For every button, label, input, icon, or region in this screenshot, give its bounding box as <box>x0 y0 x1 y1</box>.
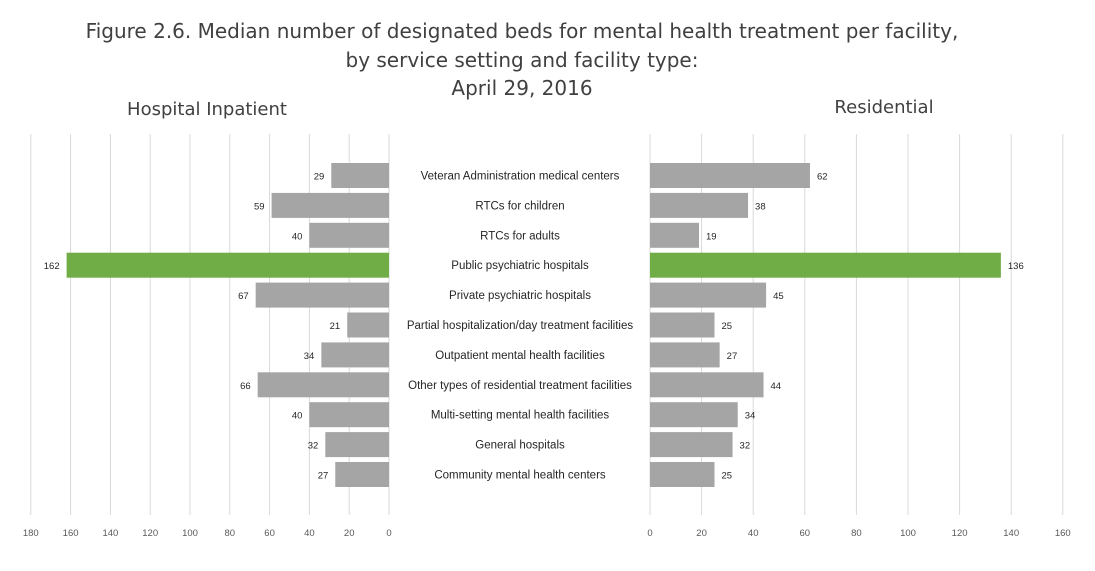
category-label: Multi-setting mental health facilities <box>431 410 610 422</box>
chart-title-line-2: by service setting and facility type: <box>346 48 699 72</box>
left-bar <box>325 432 389 458</box>
left-data-label: 21 <box>330 321 341 332</box>
right-bar <box>650 312 715 338</box>
chart-title-line-3: April 29, 2016 <box>451 76 592 100</box>
right-bar <box>650 432 733 458</box>
category-label: RTCs for children <box>475 200 564 212</box>
left-tick-label: 40 <box>304 528 315 539</box>
right-data-label: 62 <box>817 172 828 183</box>
right-data-label: 45 <box>773 291 784 302</box>
right-tick-label: 160 <box>1055 528 1071 539</box>
left-data-label: 59 <box>254 201 265 212</box>
left-tick-label: 0 <box>386 528 391 539</box>
left-data-label: 40 <box>292 231 303 242</box>
right-data-label: 136 <box>1008 261 1024 272</box>
left-data-label: 34 <box>304 351 315 362</box>
category-label: Private psychiatric hospitals <box>449 290 591 302</box>
category-label: Community mental health centers <box>434 470 606 482</box>
category-label: Public psychiatric hospitals <box>451 260 589 272</box>
left-tick-label: 20 <box>344 528 355 539</box>
right-data-label: 25 <box>722 471 733 482</box>
left-tick-label: 180 <box>23 528 39 539</box>
right-data-label: 27 <box>727 351 738 362</box>
right-bar <box>650 163 810 188</box>
category-labels: Veteran Administration medical centers RT… <box>407 171 634 482</box>
chart-title-line-1: Figure 2.6. Median number of designated … <box>86 19 959 43</box>
right-tick-label: 0 <box>647 528 652 539</box>
right-tick-label: 40 <box>748 528 759 539</box>
left-bars <box>66 163 390 487</box>
right-data-label: 32 <box>740 441 751 452</box>
left-bar <box>257 372 389 398</box>
left-bar <box>347 312 389 338</box>
left-data-label: 29 <box>314 172 325 183</box>
right-data-label: 25 <box>722 321 733 332</box>
right-data-label: 19 <box>706 231 717 242</box>
category-label: General hospitals <box>475 440 565 452</box>
left-data-label: 67 <box>238 291 249 302</box>
left-tick-label: 160 <box>63 528 79 539</box>
left-tick-label: 100 <box>182 528 198 539</box>
right-bar <box>650 252 1001 278</box>
left-axis-ticks: 180 160 140 120 100 80 60 40 20 0 <box>23 528 392 539</box>
right-bar <box>650 192 749 218</box>
right-data-label: 34 <box>745 411 756 422</box>
right-tick-label: 140 <box>1003 528 1019 539</box>
left-bar <box>309 222 389 248</box>
category-label: Outpatient mental health facilities <box>435 350 605 362</box>
right-panel-title: Residential <box>834 97 933 118</box>
category-label: Other types of residential treatment fac… <box>408 380 632 392</box>
right-bars <box>650 163 1001 487</box>
left-tick-label: 80 <box>225 528 236 539</box>
left-data-label: 27 <box>318 471 329 482</box>
left-bar <box>321 342 389 368</box>
left-bar <box>271 192 389 218</box>
left-bar <box>66 252 390 278</box>
right-tick-label: 60 <box>800 528 811 539</box>
category-label: Veteran Administration medical centers <box>421 171 620 183</box>
right-tick-label: 80 <box>851 528 862 539</box>
left-data-label: 66 <box>240 381 251 392</box>
right-tick-label: 20 <box>696 528 707 539</box>
right-bar <box>650 282 767 308</box>
category-label: RTCs for adults <box>480 230 560 242</box>
left-data-labels: 29 59 40 162 67 21 34 66 40 32 27 <box>44 172 340 482</box>
left-bar <box>309 402 389 428</box>
left-panel-title: Hospital Inpatient <box>127 99 287 120</box>
right-tick-label: 100 <box>900 528 916 539</box>
right-tick-label: 120 <box>952 528 968 539</box>
right-bar <box>650 222 700 248</box>
right-axis-ticks: 0 20 40 60 80 100 120 140 160 <box>647 528 1070 539</box>
right-bar <box>650 402 738 428</box>
left-data-label: 32 <box>308 441 319 452</box>
right-bar <box>650 372 764 398</box>
right-bar <box>650 342 720 368</box>
left-tick-label: 60 <box>264 528 275 539</box>
right-data-label: 44 <box>771 381 782 392</box>
left-bar <box>255 282 389 308</box>
right-data-label: 38 <box>755 201 766 212</box>
left-data-label: 40 <box>292 411 303 422</box>
left-bar <box>335 462 389 487</box>
left-tick-label: 120 <box>142 528 158 539</box>
right-data-labels: 62 38 19 136 45 25 27 44 34 32 25 <box>706 172 1024 482</box>
left-data-label: 162 <box>44 261 60 272</box>
left-tick-label: 140 <box>102 528 118 539</box>
left-bar <box>331 163 389 188</box>
category-label: Partial hospitalization/day treatment fa… <box>407 320 634 332</box>
right-bar <box>650 462 715 487</box>
